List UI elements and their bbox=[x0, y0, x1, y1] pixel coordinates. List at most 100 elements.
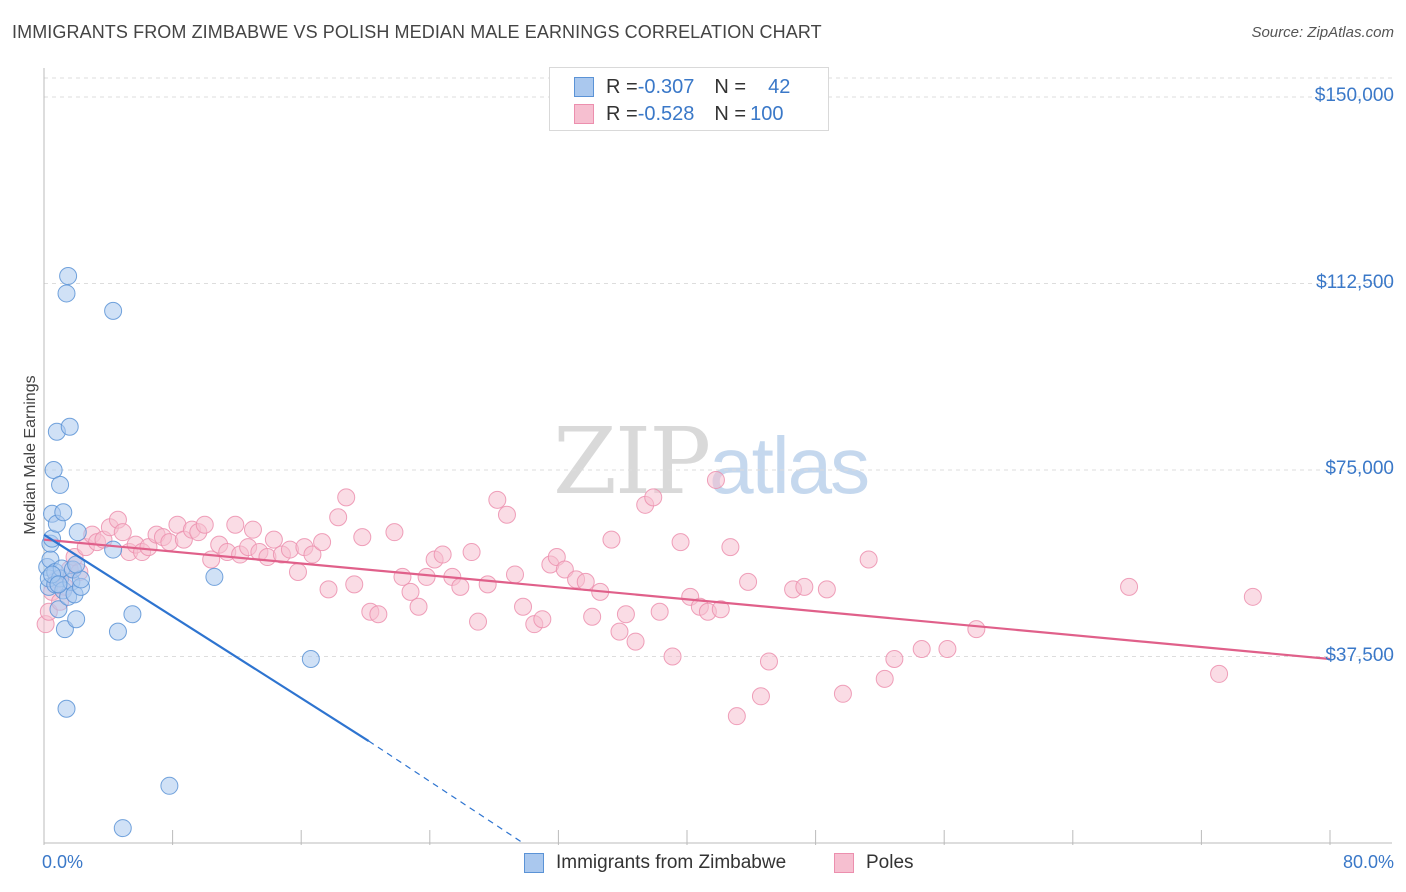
zimbabwe-point bbox=[301, 649, 320, 668]
legend-row-zimbabwe: R = -0.307 N = 42 bbox=[574, 74, 790, 100]
x-tick-label-max: 80.0% bbox=[1342, 852, 1394, 872]
poles-point bbox=[469, 612, 488, 631]
series-label-zimbabwe: Immigrants from Zimbabwe bbox=[556, 852, 787, 873]
watermark-atlas: atlas bbox=[709, 421, 870, 510]
poles-point bbox=[264, 530, 283, 549]
poles-point bbox=[759, 652, 778, 671]
legend-r-label: R = bbox=[606, 75, 638, 98]
zimbabwe-point bbox=[44, 461, 63, 479]
poles-point bbox=[533, 610, 552, 629]
source-credit: Source: ZipAtlas.com bbox=[1251, 24, 1394, 41]
poles-point bbox=[671, 533, 690, 552]
poles-point bbox=[433, 545, 452, 564]
legend-n-value: 100 bbox=[750, 102, 784, 125]
poles-point bbox=[602, 530, 621, 549]
correlation-legend: R = -0.307 N = 42 R = -0.528 N = 100 bbox=[549, 67, 829, 131]
poles-point bbox=[616, 605, 635, 624]
zimbabwe-point bbox=[205, 567, 224, 586]
poles-point bbox=[514, 597, 533, 616]
poles-point bbox=[795, 577, 814, 596]
poles-point bbox=[369, 605, 388, 624]
zimbabwe-point bbox=[104, 301, 123, 320]
zimbabwe-point bbox=[57, 699, 76, 718]
poles-point bbox=[243, 520, 262, 539]
y-tick-label: $150,000 bbox=[1314, 85, 1394, 106]
poles-point bbox=[417, 567, 436, 586]
poles-point bbox=[303, 545, 322, 564]
poles-point bbox=[912, 640, 931, 659]
poles-point bbox=[711, 600, 730, 619]
chart-title: IMMIGRANTS FROM ZIMBABWE VS POLISH MEDIA… bbox=[12, 22, 822, 42]
poles-point bbox=[555, 560, 574, 579]
zimbabwe-point bbox=[104, 540, 123, 559]
legend-r-label: R = bbox=[606, 102, 638, 125]
y-tick-label: $75,000 bbox=[1325, 458, 1394, 479]
poles-point bbox=[337, 488, 356, 507]
poles-trendline bbox=[43, 538, 1331, 661]
zimbabwe-point bbox=[57, 284, 76, 303]
poles-point bbox=[401, 582, 420, 601]
poles-point bbox=[1210, 664, 1229, 683]
zimbabwe-point bbox=[51, 475, 70, 494]
poles-point bbox=[706, 470, 725, 489]
legend-swatch-pink bbox=[574, 104, 594, 124]
poles-point bbox=[195, 515, 214, 534]
poles-point bbox=[644, 488, 663, 507]
zimbabwe-point bbox=[55, 620, 74, 639]
poles-point bbox=[576, 572, 595, 591]
poles-point bbox=[113, 523, 132, 542]
poles-point bbox=[859, 550, 878, 569]
poles-point bbox=[721, 538, 740, 557]
zimbabwe-point bbox=[49, 575, 68, 594]
poles-point bbox=[462, 543, 481, 562]
legend-row-poles: R = -0.528 N = 100 bbox=[574, 101, 783, 127]
zimbabwe-point bbox=[54, 503, 73, 522]
zimbabwe-trendline-extension bbox=[368, 740, 524, 844]
zimbabwe-trendline bbox=[43, 533, 370, 742]
zimbabwe-point bbox=[59, 267, 78, 286]
series-swatch-pink bbox=[834, 853, 854, 873]
poles-point bbox=[650, 602, 669, 621]
y-tick-label: $112,500 bbox=[1316, 271, 1394, 293]
poles-point bbox=[478, 575, 497, 594]
series-legend: Immigrants from Zimbabwe Poles bbox=[0, 852, 1406, 878]
series-legend-poles: Poles bbox=[834, 852, 914, 874]
legend-r-value: -0.307 bbox=[637, 75, 695, 98]
poles-point bbox=[751, 687, 770, 706]
poles-point bbox=[610, 622, 629, 641]
zimbabwe-point bbox=[123, 605, 142, 624]
zimbabwe-point bbox=[60, 417, 79, 436]
poles-point bbox=[319, 580, 338, 599]
poles-point bbox=[663, 647, 682, 666]
poles-point bbox=[833, 684, 852, 703]
poles-point bbox=[1120, 577, 1139, 596]
legend-n-value: 42 bbox=[768, 75, 791, 98]
x-tick-label-min: 0.0% bbox=[42, 852, 84, 872]
poles-point bbox=[409, 597, 428, 616]
legend-n-label: N = bbox=[714, 75, 747, 98]
legend-n-label: N = bbox=[714, 102, 747, 125]
poles-point bbox=[226, 515, 245, 534]
watermark-logo: ZIPatlas bbox=[553, 408, 870, 515]
series-legend-zimbabwe: Immigrants from Zimbabwe bbox=[524, 852, 786, 874]
poles-point bbox=[739, 572, 758, 591]
zimbabwe-point bbox=[68, 523, 87, 542]
poles-point bbox=[497, 505, 516, 524]
poles-point bbox=[1243, 587, 1262, 606]
zimbabwe-point bbox=[49, 600, 68, 619]
poles-point bbox=[875, 669, 894, 688]
poles-point bbox=[393, 567, 412, 586]
y-tick-label: $37,500 bbox=[1325, 644, 1394, 666]
poles-point bbox=[626, 632, 645, 651]
poles-point bbox=[967, 620, 986, 639]
series-swatch-blue bbox=[524, 853, 544, 873]
zimbabwe-point bbox=[108, 622, 127, 641]
legend-r-value: -0.528 bbox=[637, 102, 695, 125]
poles-point bbox=[345, 575, 364, 594]
zimbabwe-point bbox=[113, 819, 132, 838]
poles-point bbox=[385, 523, 404, 542]
poles-point bbox=[313, 533, 332, 552]
poles-point bbox=[488, 490, 507, 509]
zimbabwe-point bbox=[71, 570, 90, 589]
